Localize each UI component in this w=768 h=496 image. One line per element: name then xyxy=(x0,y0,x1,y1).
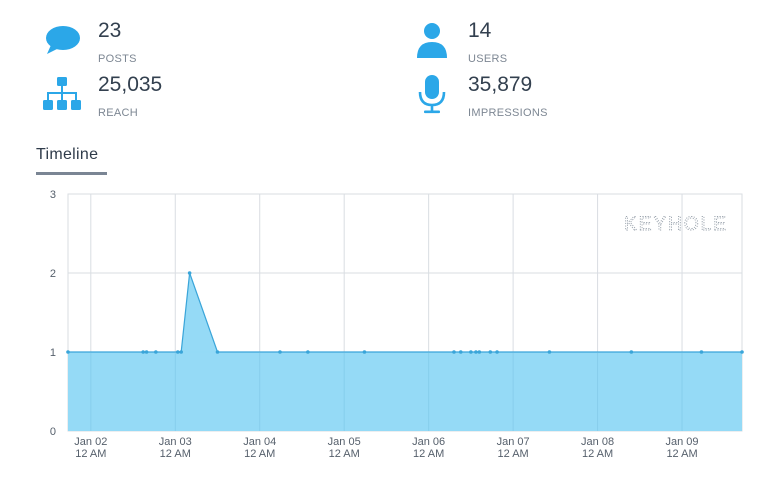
x-tick-date: Jan 05 xyxy=(328,436,361,448)
y-tick-label: 1 xyxy=(50,347,56,359)
data-point xyxy=(179,350,183,354)
x-tick-date: Jan 07 xyxy=(497,436,530,448)
posts-label: POSTS xyxy=(98,53,137,65)
chart-area-layer xyxy=(68,272,742,431)
x-tick-date: Jan 02 xyxy=(74,436,107,448)
data-point xyxy=(306,350,310,354)
chart-points xyxy=(66,271,744,354)
data-point xyxy=(474,350,478,354)
series-line xyxy=(68,272,742,353)
sitemap-icon xyxy=(40,72,84,116)
data-point xyxy=(469,350,473,354)
data-point xyxy=(495,350,499,354)
stat-posts: 23 POSTS xyxy=(40,18,137,65)
user-icon xyxy=(410,18,454,62)
data-point xyxy=(699,350,704,354)
x-tick-time: 12 AM xyxy=(244,448,275,460)
data-point xyxy=(154,350,158,354)
y-tick-label: 0 xyxy=(50,426,56,438)
stat-reach: 25,035 REACH xyxy=(40,72,162,119)
y-tick-label: 3 xyxy=(50,189,56,201)
data-point xyxy=(175,350,180,354)
x-tick-time: 12 AM xyxy=(498,448,529,460)
x-tick-time: 12 AM xyxy=(413,448,444,460)
reach-value: 25,035 xyxy=(98,73,163,96)
data-point xyxy=(547,350,552,354)
data-point xyxy=(629,350,634,354)
timeline-underline xyxy=(36,172,107,175)
users-label: USERS xyxy=(468,53,508,65)
data-point xyxy=(141,350,145,354)
watermark-text: KEYHOLE xyxy=(624,214,728,235)
data-point xyxy=(187,271,192,275)
x-tick-time: 12 AM xyxy=(329,448,360,460)
posts-value: 23 xyxy=(98,19,122,42)
x-tick-date: Jan 04 xyxy=(243,436,276,448)
stat-impressions: 35,879 IMPRESSIONS xyxy=(410,72,548,119)
x-tick-time: 12 AM xyxy=(160,448,191,460)
y-axis-ticks: 0 1 2 3 xyxy=(50,189,56,438)
chat-bubble-icon xyxy=(40,18,84,62)
y-tick-label: 2 xyxy=(50,268,56,280)
impressions-value: 35,879 xyxy=(468,73,533,96)
reach-label: REACH xyxy=(98,107,139,119)
x-tick-time: 12 AM xyxy=(666,448,697,460)
stat-users: 14 USERS xyxy=(410,18,507,65)
impressions-label: IMPRESSIONS xyxy=(468,107,548,119)
microphone-icon xyxy=(410,72,454,116)
data-point xyxy=(362,350,367,354)
data-point xyxy=(477,350,482,354)
x-tick-date: Jan 06 xyxy=(412,436,445,448)
x-tick-date: Jan 09 xyxy=(666,436,699,448)
x-tick-time: 12 AM xyxy=(582,448,613,460)
data-point xyxy=(740,350,744,354)
data-point xyxy=(66,350,70,354)
data-point xyxy=(488,350,493,354)
data-point xyxy=(278,350,282,354)
data-point xyxy=(452,350,456,354)
users-value: 14 xyxy=(468,19,492,42)
keyhole-watermark: KEYHOLE xyxy=(624,214,728,236)
x-tick-time: 12 AM xyxy=(75,448,106,460)
data-point xyxy=(215,350,220,354)
x-tick-date: Jan 08 xyxy=(581,436,614,448)
x-tick-date: Jan 03 xyxy=(159,436,192,448)
data-point xyxy=(144,350,149,354)
data-point xyxy=(458,350,463,354)
timeline-title: Timeline xyxy=(36,146,99,163)
